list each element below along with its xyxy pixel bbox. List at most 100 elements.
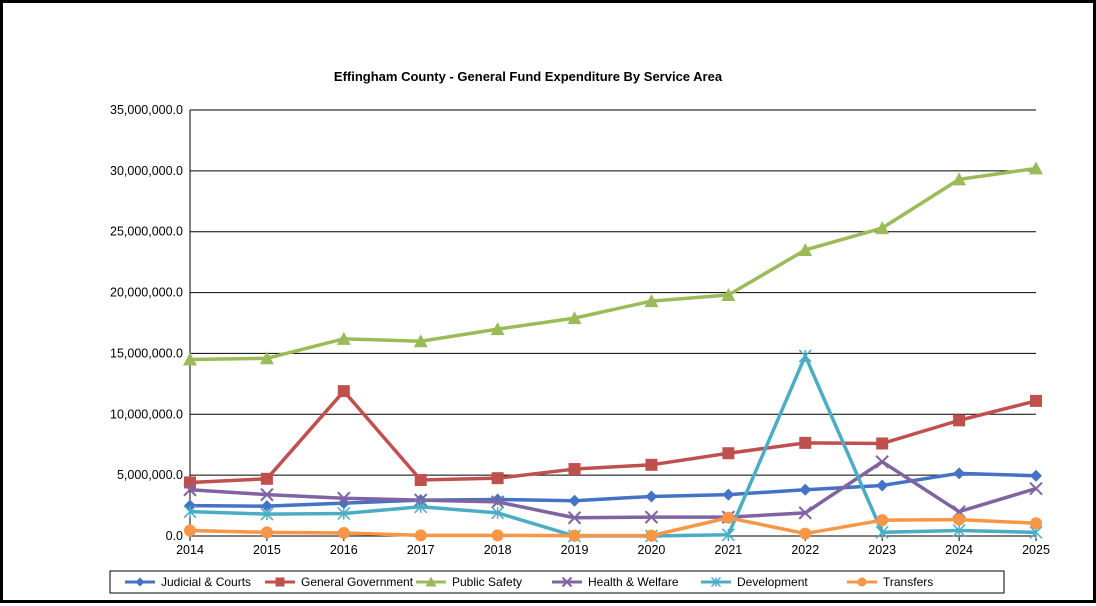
triangle-marker <box>952 172 967 186</box>
series-health-welfare <box>183 455 1043 525</box>
triangle-marker <box>875 221 890 235</box>
triangle-marker <box>336 331 351 345</box>
asterisk-marker <box>952 523 966 538</box>
circle-marker <box>337 526 350 539</box>
x-tick-label: 2024 <box>945 543 973 557</box>
x-marker <box>567 511 582 525</box>
diamond-marker <box>135 577 145 587</box>
asterisk-marker <box>875 525 889 539</box>
y-tick-label: 5,000,000.0 <box>117 468 183 482</box>
axis-layer: 0.0 5,000,000.0 10,000,000.0 15,000,000.0 20… <box>110 103 1050 557</box>
triangle-marker <box>183 352 197 366</box>
diamond-marker <box>876 479 889 492</box>
x-tick-label: 2014 <box>176 543 204 557</box>
diamond-marker <box>260 500 273 513</box>
y-tick-label: 0.0 <box>166 529 183 543</box>
square-marker <box>953 414 966 427</box>
series-line <box>189 460 1037 520</box>
x-marker <box>1029 481 1043 496</box>
circle-marker <box>1030 517 1042 530</box>
x-marker <box>798 506 812 520</box>
series-transfers <box>184 511 1042 542</box>
triangle-marker <box>259 351 274 365</box>
asterisk-marker <box>491 506 505 520</box>
circle-marker <box>414 529 427 542</box>
x-marker <box>183 483 197 497</box>
x-tick-label: 2017 <box>407 543 435 557</box>
x-marker <box>414 493 428 507</box>
circle-marker <box>260 526 273 539</box>
series-public-safety <box>183 161 1043 366</box>
y-tick-label: 35,000,000.0 <box>110 103 183 117</box>
asterisk-marker <box>710 576 722 588</box>
triangle-marker <box>798 242 813 256</box>
y-tick-label: 10,000,000.0 <box>110 407 183 421</box>
x-tick-label: 2022 <box>791 543 819 557</box>
triangle-marker <box>490 322 505 336</box>
x-tick-label: 2019 <box>561 543 589 557</box>
circle-marker <box>184 524 196 537</box>
legend-label: Judicial & Courts <box>161 575 251 589</box>
x-marker <box>561 576 573 588</box>
asterisk-marker <box>183 505 197 519</box>
triangle-marker <box>721 288 736 302</box>
legend-item: General Government <box>265 575 414 589</box>
circle-marker <box>857 577 867 587</box>
series-judicial-courts <box>184 467 1042 513</box>
legend-label: Health & Welfare <box>588 575 679 589</box>
legend-item: Health & Welfare <box>552 575 679 589</box>
triangle-marker <box>644 294 659 308</box>
chart-title: Effingham County - General Fund Expendit… <box>334 69 723 84</box>
series-layer <box>183 161 1043 543</box>
x-marker <box>875 455 889 469</box>
legend: Judicial & Courts General Government Publi… <box>109 570 1005 594</box>
asterisk-marker <box>798 349 812 363</box>
triangle-marker <box>413 334 428 348</box>
circle-marker <box>953 513 966 526</box>
square-marker <box>568 463 581 476</box>
x-marker <box>490 495 505 509</box>
circle-marker <box>645 529 658 542</box>
diamond-marker <box>1030 469 1042 482</box>
square-marker <box>260 472 273 485</box>
y-tick-label: 20,000,000.0 <box>110 286 183 300</box>
circle-marker <box>491 529 504 542</box>
square-marker <box>414 474 427 487</box>
y-tick-label: 30,000,000.0 <box>110 164 183 178</box>
asterisk-marker <box>721 528 735 542</box>
asterisk-marker <box>260 507 274 521</box>
series-line <box>189 515 1037 538</box>
legend-item: Public Safety <box>416 575 522 589</box>
x-tick-label: 2016 <box>330 543 358 557</box>
chart-svg: Effingham County - General Fund Expendit… <box>109 69 1050 594</box>
legend-label: Transfers <box>883 575 933 589</box>
x-tick-label: 2023 <box>868 543 896 557</box>
legend-label: General Government <box>301 575 414 589</box>
triangle-marker <box>1029 161 1043 175</box>
asterisk-marker <box>414 500 428 514</box>
diamond-marker <box>953 467 966 480</box>
series-line <box>189 354 1037 538</box>
diamond-marker <box>799 483 812 496</box>
series-development <box>183 349 1043 543</box>
square-marker <box>799 436 812 449</box>
x-marker <box>337 491 351 505</box>
circle-marker <box>799 527 812 540</box>
square-marker <box>275 577 285 587</box>
square-marker <box>1030 394 1042 407</box>
circle-marker <box>568 529 581 542</box>
square-marker <box>645 458 658 471</box>
square-marker <box>722 447 735 460</box>
x-tick-label: 2021 <box>714 543 742 557</box>
triangle-marker <box>425 576 437 587</box>
x-tick-label: 2020 <box>638 543 666 557</box>
x-marker <box>644 510 659 524</box>
series-general-government <box>184 385 1042 489</box>
square-marker <box>337 385 350 398</box>
series-line <box>189 166 1037 362</box>
circle-marker <box>876 514 889 527</box>
series-line <box>189 471 1037 508</box>
legend-item: Transfers <box>847 575 933 589</box>
circle-marker <box>722 511 735 524</box>
